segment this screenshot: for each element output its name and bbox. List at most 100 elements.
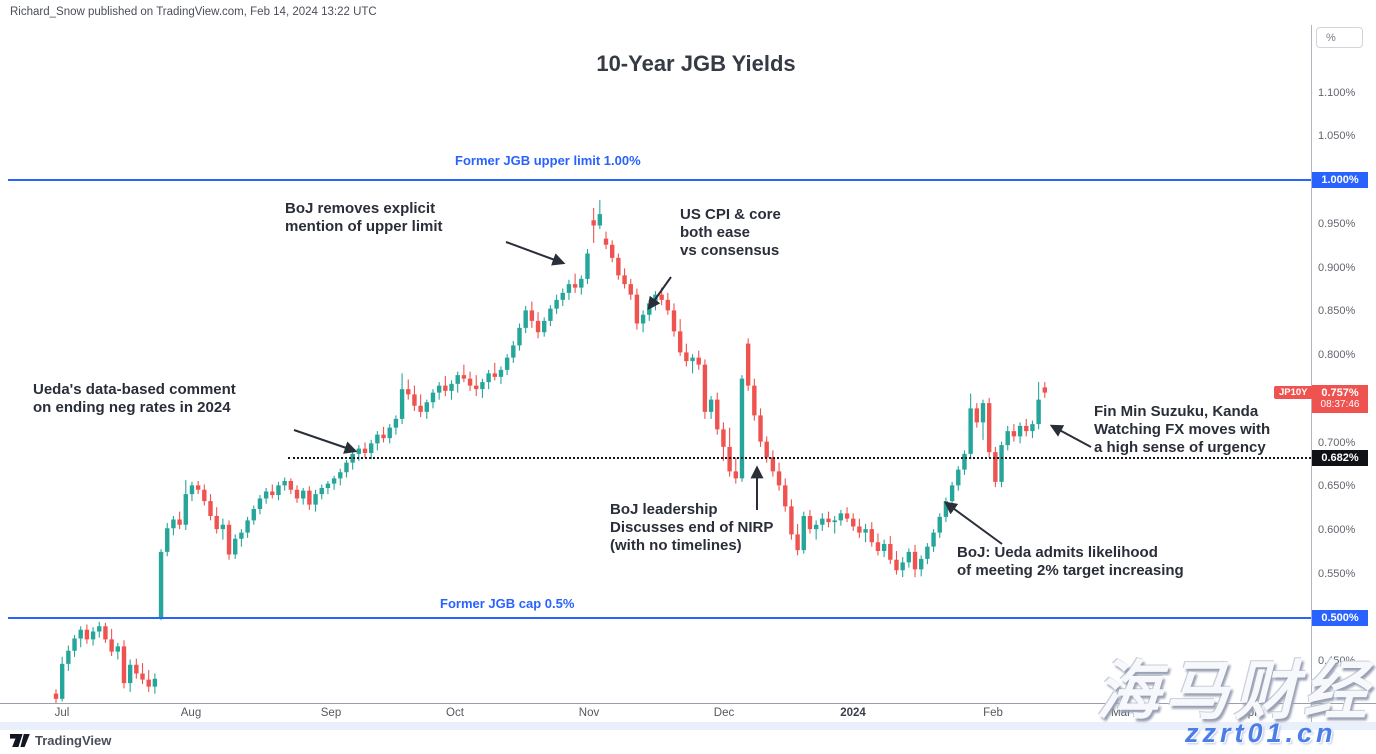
price-badge-0.500: 0.500% bbox=[1312, 609, 1368, 626]
candle bbox=[375, 434, 380, 444]
candle bbox=[591, 220, 596, 226]
former-cap-label: Former JGB cap 0.5% bbox=[440, 595, 575, 611]
annotation-ueda-comment: Ueda's data-based comment on ending neg r… bbox=[33, 381, 236, 417]
x-axis-label: Sep bbox=[320, 707, 342, 719]
candle bbox=[1011, 431, 1017, 437]
annotation-line: US CPI & core bbox=[680, 206, 781, 223]
candle bbox=[387, 427, 392, 439]
annotation-line: BoJ leadership bbox=[610, 501, 718, 518]
candle bbox=[226, 524, 232, 555]
x-axis-label: Jul bbox=[54, 707, 70, 719]
candle bbox=[239, 532, 244, 539]
dotted-support-line[interactable] bbox=[288, 457, 1311, 460]
candle bbox=[368, 443, 374, 453]
candle bbox=[721, 429, 726, 447]
candle bbox=[758, 415, 763, 442]
candle bbox=[177, 519, 182, 525]
candle bbox=[585, 253, 590, 279]
candle bbox=[770, 457, 776, 472]
candle bbox=[548, 308, 553, 321]
candle bbox=[1017, 425, 1023, 437]
candle bbox=[412, 394, 417, 406]
annotation-arrow-ueda-2pct bbox=[943, 501, 1003, 545]
candle bbox=[986, 403, 992, 453]
annotation-line: a high sense of urgency bbox=[1094, 439, 1266, 456]
candle bbox=[875, 542, 881, 551]
candle bbox=[962, 453, 967, 470]
candle bbox=[338, 472, 343, 479]
candles bbox=[53, 200, 1047, 704]
candle bbox=[66, 650, 71, 664]
candle bbox=[912, 551, 918, 570]
candle bbox=[715, 399, 720, 430]
candle bbox=[195, 485, 201, 490]
candle bbox=[708, 399, 714, 412]
annotation-arrow-boj-upper-limit bbox=[505, 241, 566, 266]
candle bbox=[783, 485, 788, 507]
tradingview-logo-icon[interactable] bbox=[10, 733, 30, 748]
candle bbox=[949, 485, 955, 502]
tradingview-brand[interactable]: TradingView bbox=[35, 733, 112, 748]
candle bbox=[776, 471, 782, 486]
candle bbox=[393, 418, 399, 428]
candle bbox=[906, 551, 912, 563]
candle bbox=[900, 562, 905, 571]
price-scale-unit-button[interactable]: % bbox=[1316, 27, 1363, 48]
annotation-line: on ending neg rates in 2024 bbox=[33, 399, 231, 416]
candle bbox=[603, 238, 609, 245]
x-axis-label: Feb bbox=[983, 707, 1003, 719]
candle bbox=[202, 489, 207, 502]
price-badge-0.682: 0.682% bbox=[1312, 450, 1368, 467]
candle bbox=[529, 310, 535, 321]
former-cap-line[interactable] bbox=[8, 616, 1311, 619]
annotation-line: mention of upper limit bbox=[285, 218, 443, 235]
y-axis-tick: 1.100% bbox=[1318, 86, 1356, 99]
candle bbox=[449, 383, 454, 391]
x-axis-label: Mar bbox=[1111, 707, 1131, 719]
candle bbox=[381, 434, 386, 439]
candle bbox=[844, 513, 850, 519]
candle bbox=[968, 408, 973, 454]
annotation-line: of meeting 2% target increasing bbox=[957, 562, 1184, 579]
price-scale[interactable]: 1.100% 1.050% 0.950% 0.900% 0.850% 0.800% 0.70… bbox=[1312, 25, 1376, 722]
candle bbox=[276, 485, 281, 495]
candle bbox=[115, 646, 120, 652]
time-axis[interactable]: Jul Aug Sep Oct Nov Dec 2024 Feb Mar Apr bbox=[0, 703, 1311, 722]
candle bbox=[560, 292, 565, 300]
annotation-us-cpi: US CPI & core both ease vs consensus bbox=[680, 206, 781, 260]
annotation-line: vs consensus bbox=[680, 242, 780, 259]
candle bbox=[523, 310, 528, 328]
candle bbox=[980, 403, 986, 423]
candle bbox=[158, 551, 164, 618]
x-axis-label: Dec bbox=[713, 707, 735, 719]
watermark-chinese: 海马财经 bbox=[1096, 655, 1372, 727]
candle bbox=[78, 629, 83, 639]
y-axis-tick: 0.650% bbox=[1318, 480, 1356, 493]
candle bbox=[251, 509, 256, 521]
footer-divider-band bbox=[0, 722, 1376, 730]
candle bbox=[165, 528, 170, 552]
candle bbox=[807, 516, 813, 530]
candle bbox=[109, 639, 114, 652]
candle bbox=[517, 327, 522, 346]
y-axis-tick: 0.850% bbox=[1318, 305, 1356, 318]
candle bbox=[294, 489, 300, 499]
x-axis-label: Nov bbox=[578, 707, 600, 719]
candle bbox=[820, 518, 825, 525]
annotation-line: Discusses end of NIRP bbox=[610, 519, 774, 536]
candle bbox=[461, 375, 467, 379]
candle bbox=[282, 481, 287, 486]
candle bbox=[72, 638, 77, 651]
candle bbox=[739, 378, 745, 479]
annotation-ueda-2pct: BoJ: Ueda admits likelihood of meeting 2%… bbox=[957, 544, 1184, 580]
annotation-arrow-fin-min bbox=[1049, 424, 1092, 448]
candle bbox=[146, 679, 151, 687]
candle bbox=[863, 529, 868, 533]
y-axis-tick: 0.700% bbox=[1318, 436, 1356, 449]
candle bbox=[189, 485, 195, 495]
former-upper-limit-line[interactable] bbox=[8, 179, 1311, 181]
annotation-line: BoJ: Ueda admits likelihood bbox=[957, 544, 1158, 561]
candle bbox=[183, 494, 188, 525]
candle bbox=[665, 299, 671, 311]
